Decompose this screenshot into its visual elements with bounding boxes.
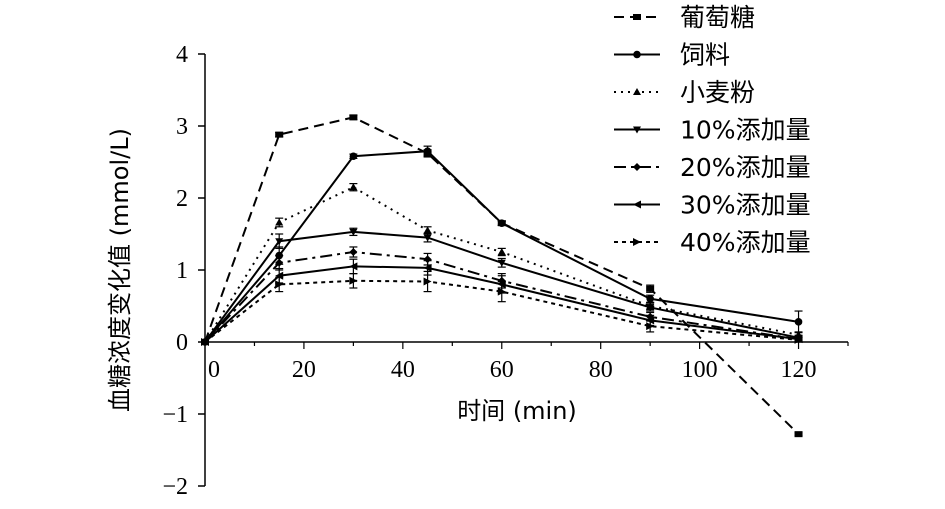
legend-item-4: 10%添加量 [614,116,811,145]
data-point [794,431,803,438]
legend-label: 30%添加量 [680,191,811,220]
data-point [423,234,432,242]
series-7 [201,270,803,346]
legend-item-3: 小麦粉 [614,78,755,107]
data-point [349,114,358,121]
legend-item-1: 葡萄糖 [614,3,755,32]
data-point [349,262,358,271]
data-point [275,280,284,289]
series-6 [201,258,803,346]
y-tick-label: 4 [176,42,188,68]
x-tick-label: 60 [490,357,514,383]
data-point [423,147,432,155]
legend-label: 饲料 [680,41,730,70]
legend-item-7: 40%添加量 [614,228,811,257]
data-point [497,219,506,227]
data-point [349,248,358,256]
x-tick-label: 20 [292,357,316,383]
data-point [423,277,432,286]
legend-marker [633,238,641,246]
legend-label: 40%添加量 [680,228,811,257]
y-tick-label: 1 [176,258,188,284]
legend-marker [633,200,641,209]
x-tick-label: 0 [208,357,220,383]
series-layer [201,114,803,438]
x-axis-title: 时间 (min) [457,397,577,425]
y-tick-label: 3 [176,114,188,140]
legend-marker [633,50,641,59]
legend-item-6: 30%添加量 [614,191,811,220]
data-point [275,218,284,226]
data-point [497,287,506,296]
data-point [794,335,803,344]
y-tick-label: −2 [162,474,188,500]
x-tick-label: 80 [589,357,613,383]
data-point [201,338,209,346]
data-point [275,238,284,246]
legend-marker [633,88,641,95]
data-point [349,152,358,161]
data-point [497,248,506,255]
y-axis-title: 血糖浓度变化值 (mmol/L) [106,128,134,412]
data-point [794,318,803,326]
legend-label: 小麦粉 [680,78,755,107]
x-tick-label: 40 [391,357,415,383]
y-tick-label: −1 [162,402,188,428]
legend-label: 10%添加量 [680,116,811,145]
data-point [646,322,655,331]
data-point [349,183,358,191]
legend-marker [633,126,641,134]
y-tick-label: 0 [176,330,188,356]
legend-label: 20%添加量 [680,153,811,182]
data-point [646,295,654,303]
x-tick-label: 120 [781,357,817,383]
legend-marker [633,163,641,171]
data-point [275,258,284,267]
data-point [646,304,655,312]
series-4 [201,227,803,346]
data-point [423,226,432,234]
data-point [423,263,432,272]
legend-marker [633,14,641,20]
data-point [349,276,358,285]
legend-label: 葡萄糖 [680,3,755,32]
x-tick-label: 100 [682,357,718,383]
legend-item-5: 20%添加量 [614,153,811,182]
legend-item-2: 饲料 [614,41,730,70]
data-point [497,259,506,267]
data-point [275,131,284,138]
data-point [349,228,358,236]
y-tick-label: 2 [176,186,188,212]
data-point [646,285,655,292]
